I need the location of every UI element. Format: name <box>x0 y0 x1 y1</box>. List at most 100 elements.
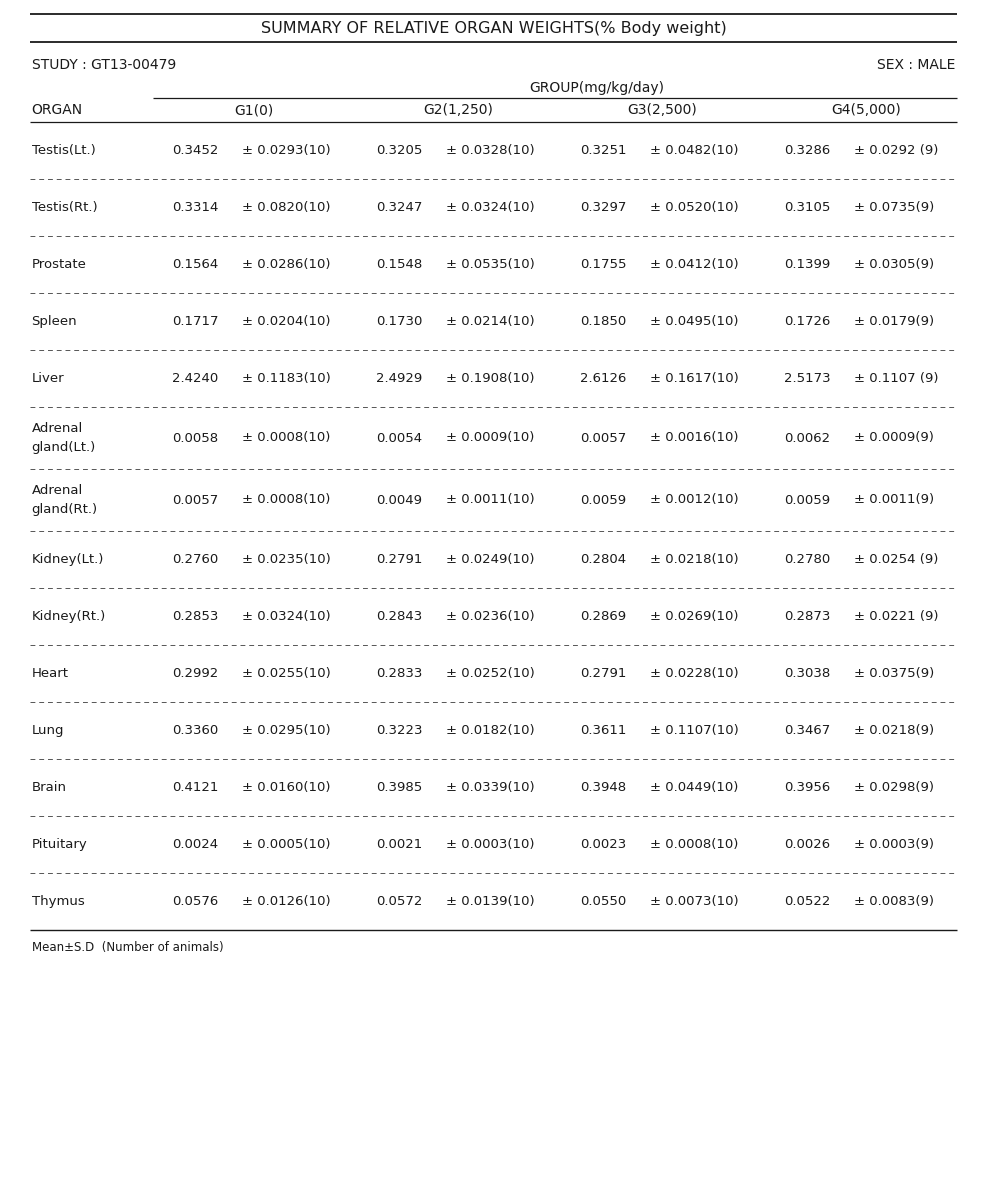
Text: ± 0.0003(10): ± 0.0003(10) <box>446 838 534 851</box>
Text: GROUP(mg/kg/day): GROUP(mg/kg/day) <box>529 82 664 95</box>
Text: 0.3105: 0.3105 <box>783 201 829 213</box>
Text: 0.3286: 0.3286 <box>783 144 829 157</box>
Text: 0.1850: 0.1850 <box>580 315 625 329</box>
Text: ± 0.0249(10): ± 0.0249(10) <box>446 553 534 566</box>
Text: ± 0.1183(10): ± 0.1183(10) <box>242 372 330 385</box>
Text: 2.4929: 2.4929 <box>376 372 422 385</box>
Text: Testis(Lt.): Testis(Lt.) <box>32 144 96 157</box>
Text: ± 0.0286(10): ± 0.0286(10) <box>242 258 330 271</box>
Text: ± 0.0269(10): ± 0.0269(10) <box>650 610 738 623</box>
Text: 0.2843: 0.2843 <box>376 610 422 623</box>
Text: 0.1564: 0.1564 <box>172 258 218 271</box>
Text: Spleen: Spleen <box>32 315 77 329</box>
Text: ± 0.0375(9): ± 0.0375(9) <box>853 667 934 680</box>
Text: ± 0.0204(10): ± 0.0204(10) <box>242 315 330 329</box>
Text: 0.1730: 0.1730 <box>376 315 422 329</box>
Text: ± 0.0182(10): ± 0.0182(10) <box>446 724 534 737</box>
Text: 0.2804: 0.2804 <box>580 553 625 566</box>
Text: ± 0.0008(10): ± 0.0008(10) <box>650 838 738 851</box>
Text: 0.0059: 0.0059 <box>580 494 625 506</box>
Text: Heart: Heart <box>32 667 68 680</box>
Text: ± 0.0126(10): ± 0.0126(10) <box>242 894 330 908</box>
Text: 0.1548: 0.1548 <box>376 258 422 271</box>
Text: ± 0.0305(9): ± 0.0305(9) <box>853 258 933 271</box>
Text: ± 0.0139(10): ± 0.0139(10) <box>446 894 534 908</box>
Text: 0.0024: 0.0024 <box>172 838 218 851</box>
Text: ± 0.0012(10): ± 0.0012(10) <box>650 494 738 506</box>
Text: ± 0.1908(10): ± 0.1908(10) <box>446 372 534 385</box>
Text: gland(Rt.): gland(Rt.) <box>32 504 98 517</box>
Text: Adrenal: Adrenal <box>32 422 83 434</box>
Text: STUDY : GT13-00479: STUDY : GT13-00479 <box>32 58 176 72</box>
Text: ± 0.0008(10): ± 0.0008(10) <box>242 494 330 506</box>
Text: ± 0.0735(9): ± 0.0735(9) <box>853 201 934 213</box>
Text: ± 0.0535(10): ± 0.0535(10) <box>446 258 534 271</box>
Text: ± 0.0412(10): ± 0.0412(10) <box>650 258 738 271</box>
Text: Brain: Brain <box>32 781 66 794</box>
Text: ± 0.0009(10): ± 0.0009(10) <box>446 432 533 445</box>
Text: ± 0.0324(10): ± 0.0324(10) <box>446 201 534 213</box>
Text: 0.2760: 0.2760 <box>172 553 218 566</box>
Text: 0.4121: 0.4121 <box>172 781 218 794</box>
Text: 0.3038: 0.3038 <box>783 667 829 680</box>
Text: ± 0.0073(10): ± 0.0073(10) <box>650 894 738 908</box>
Text: ± 0.0339(10): ± 0.0339(10) <box>446 781 534 794</box>
Text: ± 0.0495(10): ± 0.0495(10) <box>650 315 738 329</box>
Text: 0.3948: 0.3948 <box>580 781 625 794</box>
Text: ± 0.0820(10): ± 0.0820(10) <box>242 201 330 213</box>
Text: G2(1,250): G2(1,250) <box>423 103 492 118</box>
Text: 0.0054: 0.0054 <box>376 432 422 445</box>
Text: ± 0.0003(9): ± 0.0003(9) <box>853 838 933 851</box>
Text: 0.0058: 0.0058 <box>172 432 218 445</box>
Text: Kidney(Lt.): Kidney(Lt.) <box>32 553 104 566</box>
Text: 0.3467: 0.3467 <box>783 724 829 737</box>
Text: ± 0.0218(10): ± 0.0218(10) <box>650 553 738 566</box>
Text: 0.3360: 0.3360 <box>172 724 218 737</box>
Text: 0.3205: 0.3205 <box>376 144 422 157</box>
Text: ± 0.0449(10): ± 0.0449(10) <box>650 781 738 794</box>
Text: ± 0.1107 (9): ± 0.1107 (9) <box>853 372 938 385</box>
Text: 0.3956: 0.3956 <box>783 781 829 794</box>
Text: ± 0.0218(9): ± 0.0218(9) <box>853 724 933 737</box>
Text: 0.3985: 0.3985 <box>376 781 422 794</box>
Text: ± 0.0221 (9): ± 0.0221 (9) <box>853 610 938 623</box>
Text: 0.0057: 0.0057 <box>172 494 218 506</box>
Text: 2.5173: 2.5173 <box>783 372 830 385</box>
Text: 0.0023: 0.0023 <box>580 838 625 851</box>
Text: 0.2791: 0.2791 <box>580 667 626 680</box>
Text: ± 0.0228(10): ± 0.0228(10) <box>650 667 738 680</box>
Text: ± 0.0214(10): ± 0.0214(10) <box>446 315 534 329</box>
Text: 0.2853: 0.2853 <box>172 610 218 623</box>
Text: 0.3247: 0.3247 <box>376 201 422 213</box>
Text: ± 0.0016(10): ± 0.0016(10) <box>650 432 738 445</box>
Text: ± 0.0520(10): ± 0.0520(10) <box>650 201 738 213</box>
Text: 0.2780: 0.2780 <box>783 553 829 566</box>
Text: Lung: Lung <box>32 724 64 737</box>
Text: 0.2869: 0.2869 <box>580 610 625 623</box>
Text: ± 0.0235(10): ± 0.0235(10) <box>242 553 330 566</box>
Text: G3(2,500): G3(2,500) <box>626 103 696 118</box>
Text: Pituitary: Pituitary <box>32 838 87 851</box>
Text: 2.4240: 2.4240 <box>172 372 218 385</box>
Text: ± 0.0005(10): ± 0.0005(10) <box>242 838 330 851</box>
Text: 0.1717: 0.1717 <box>172 315 218 329</box>
Text: Prostate: Prostate <box>32 258 87 271</box>
Text: 0.0059: 0.0059 <box>783 494 829 506</box>
Text: ± 0.0011(10): ± 0.0011(10) <box>446 494 534 506</box>
Text: Thymus: Thymus <box>32 894 84 908</box>
Text: 0.2873: 0.2873 <box>783 610 829 623</box>
Text: ± 0.1617(10): ± 0.1617(10) <box>650 372 738 385</box>
Text: 0.0572: 0.0572 <box>376 894 422 908</box>
Text: ± 0.0179(9): ± 0.0179(9) <box>853 315 933 329</box>
Text: ± 0.0295(10): ± 0.0295(10) <box>242 724 330 737</box>
Text: ± 0.0482(10): ± 0.0482(10) <box>650 144 738 157</box>
Text: ± 0.0252(10): ± 0.0252(10) <box>446 667 534 680</box>
Text: 0.1755: 0.1755 <box>580 258 626 271</box>
Text: Testis(Rt.): Testis(Rt.) <box>32 201 97 213</box>
Text: gland(Lt.): gland(Lt.) <box>32 441 96 454</box>
Text: ± 0.0236(10): ± 0.0236(10) <box>446 610 534 623</box>
Text: ± 0.0292 (9): ± 0.0292 (9) <box>853 144 938 157</box>
Text: 0.3452: 0.3452 <box>172 144 218 157</box>
Text: SUMMARY OF RELATIVE ORGAN WEIGHTS(% Body weight): SUMMARY OF RELATIVE ORGAN WEIGHTS(% Body… <box>260 20 726 36</box>
Text: 0.1726: 0.1726 <box>783 315 829 329</box>
